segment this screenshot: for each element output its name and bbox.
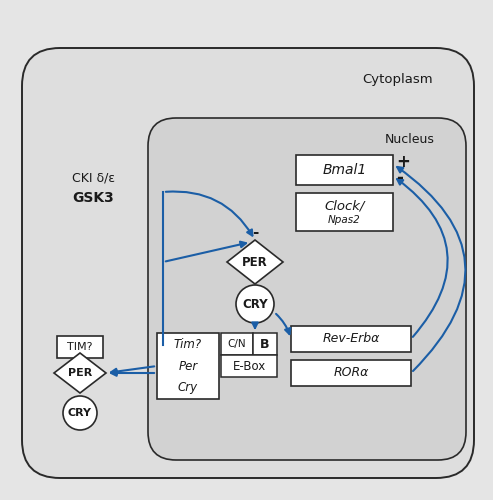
Text: Rev-Erbα: Rev-Erbα [322,332,380,345]
Text: TIM?: TIM? [67,342,93,352]
FancyBboxPatch shape [296,193,393,231]
Circle shape [63,396,97,430]
Text: RORα: RORα [333,366,369,380]
Text: -: - [252,226,258,240]
Text: Bmal1: Bmal1 [322,163,367,177]
Circle shape [236,285,274,323]
Text: CKI δ/ε: CKI δ/ε [72,172,115,184]
FancyBboxPatch shape [291,360,411,386]
FancyBboxPatch shape [22,48,474,478]
Text: Npas2: Npas2 [328,215,361,225]
Text: Cry: Cry [178,382,198,394]
Text: CRY: CRY [242,298,268,310]
Text: E-Box: E-Box [232,360,266,372]
Text: GSK3: GSK3 [72,191,114,205]
Text: +: + [396,153,410,171]
FancyBboxPatch shape [57,336,103,358]
Text: Tim?: Tim? [174,338,202,350]
Polygon shape [54,353,106,393]
Text: Per: Per [178,360,198,372]
FancyBboxPatch shape [148,118,466,460]
Text: C/N: C/N [228,339,246,349]
FancyBboxPatch shape [157,333,219,399]
Text: Nucleus: Nucleus [385,133,435,146]
FancyBboxPatch shape [253,333,277,355]
FancyBboxPatch shape [296,155,393,185]
Text: PER: PER [242,256,268,268]
FancyBboxPatch shape [291,326,411,352]
Text: -: - [396,169,403,187]
Text: B: B [260,338,270,350]
Text: PER: PER [68,368,92,378]
Text: Cytoplasm: Cytoplasm [362,73,433,86]
Text: Clock/: Clock/ [324,200,365,212]
Polygon shape [227,240,283,284]
FancyBboxPatch shape [221,333,253,355]
FancyBboxPatch shape [221,355,277,377]
Text: CRY: CRY [68,408,92,418]
